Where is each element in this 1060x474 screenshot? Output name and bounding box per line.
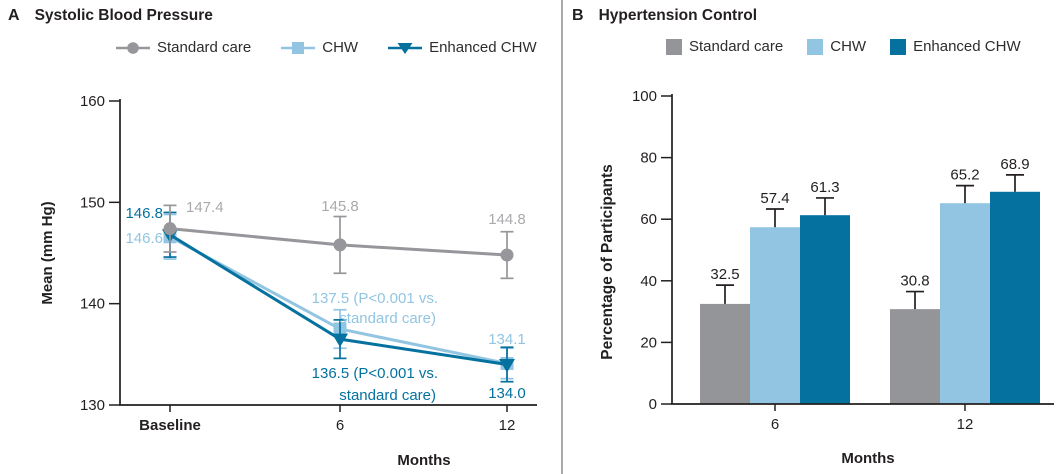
legend-a-item-enhanced-chw: Enhanced CHW [388,39,537,56]
marker-standard-care-baseline [163,222,177,236]
bar-value-label-enhanced-chw-6: 61.3 [810,179,839,196]
marker-standard-care-6 [333,238,347,252]
legend-a-label-enhanced-chw: Enhanced CHW [429,39,537,56]
annotation-136-5-p-0-001-vs: 136.5 (P<0.001 vs. [312,365,438,382]
legend-b-label-chw: CHW [830,38,867,55]
bar-standard-care-6 [700,303,750,404]
panel-b-letter: B [572,7,584,24]
legend-a: Standard care CHW Enhanced CHW [116,39,537,56]
legend-a-label-standard-care: Standard care [157,39,252,56]
panel-b-y-tick-label: 100 [632,88,657,105]
panel-b-y-tick-label: 40 [640,273,657,290]
legend-a-label-chw: CHW [322,39,359,56]
legend-a-item-chw: CHW [281,39,358,56]
legend-b: Standard care CHW Enhanced CHW [666,38,1021,55]
legend-b-item-enhanced-chw: Enhanced CHW [890,38,1021,55]
panel-divider [561,0,563,474]
bar-chw-12 [940,203,990,404]
panel-b-y-tick-label: 60 [640,211,657,228]
legend-marker [127,41,139,54]
chart-a-systolic-blood-pressure: 130 140 150 160 Baseline 6 12 Months Mean (mm Hg… [39,93,537,469]
panel-a-y-tick-label: 150 [80,194,105,211]
chw-square-marker-icon [281,41,316,54]
annotation-137-5-p-0-001-vs: 137.5 (P<0.001 vs. [312,290,438,307]
legend-marker [397,42,413,54]
legend-a-item-standard-care: Standard care [116,39,251,56]
bar-enhanced-chw-12 [990,191,1040,404]
panel-b-y-tick-label: 20 [640,334,657,351]
legend-b-label-enhanced-chw: Enhanced CHW [913,38,1021,55]
panel-a-y-tick-label: 160 [80,93,105,110]
legend-b-label-standard-care: Standard care [689,38,784,55]
bar-value-label-standard-care-6: 32.5 [710,266,739,283]
panel-b-y-tick-label: 0 [649,396,657,413]
annotation-standard-care: standard care) [339,310,436,327]
enhanced-chw-swatch-icon [890,38,907,55]
bar-standard-care-12 [890,309,940,404]
panel-b-x-tick-label: 12 [957,416,974,433]
panel-a-header: A Systolic Blood Pressure [8,7,213,25]
panel-b-header: B Hypertension Control [572,7,757,25]
marker-enhanced-chw-12 [499,358,515,373]
panel-b-x-tick-label: 6 [771,416,779,433]
bar-value-label-chw-12: 65.2 [950,167,979,184]
marker-standard-care-12 [500,248,514,262]
panel-a-x-tick-label: 6 [336,417,344,434]
annotation-146-8: 146.8 [125,205,163,222]
bar-enhanced-chw-6 [800,215,850,404]
enhanced-chw-triangle-down-marker-icon [388,42,423,54]
standard-care-swatch-icon [666,38,682,55]
legend-marker [292,41,305,54]
panel-a-title: Systolic Blood Pressure [34,7,213,24]
panel-b-x-axis-title: Months [841,450,894,467]
bar-value-label-enhanced-chw-12: 68.9 [1000,156,1029,173]
marker-enhanced-chw-6 [332,333,348,348]
legend-b-item-chw: CHW [807,38,866,55]
chart-b-hypertension-control: 0 20 40 60 80 100 32.5 30.8 57.4 65.2 61.3 68.9 6 12 M… [599,88,1054,467]
annotation-134-0: 134.0 [488,385,526,402]
bar-value-label-chw-6: 57.4 [760,190,789,207]
annotation-134-1: 134.1 [488,331,526,348]
annotation-standard-care: standard care) [339,387,436,404]
panel-a-x-tick-label: Baseline [139,417,201,434]
annotation-147-4: 147.4 [186,199,224,216]
panel-a-letter: A [8,7,20,24]
panel-a-y-tick-label: 130 [80,397,105,414]
bar-value-label-standard-care-12: 30.8 [900,273,929,290]
annotation-146-6: 146.6 [125,230,163,247]
panel-a-x-tick-label: 12 [499,417,516,434]
chw-swatch-icon [807,38,824,55]
bar-chw-6 [750,227,800,404]
annotation-144-8: 144.8 [488,211,526,228]
panel-b-y-tick-label: 80 [640,150,657,167]
annotation-145-8: 145.8 [321,198,359,215]
panel-a-x-axis-title: Months [397,452,450,469]
panel-b-y-axis-title: Percentage of Participants [599,164,616,360]
panel-b-title: Hypertension Control [598,7,758,24]
panel-a-y-tick-label: 140 [80,296,105,313]
panel-a-y-axis-title: Mean (mm Hg) [39,201,56,304]
standard-care-circle-marker-icon [116,41,150,54]
legend-b-item-standard-care: Standard care [666,38,783,55]
